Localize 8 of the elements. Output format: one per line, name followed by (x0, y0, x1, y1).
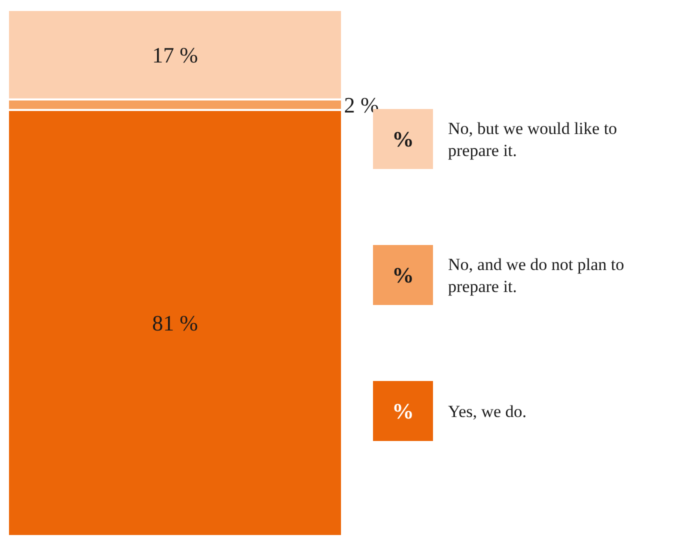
text: % (392, 398, 414, 424)
text: No, and we do not plan to prepare it. (448, 254, 624, 296)
text: No, but we would like to prepare it. (448, 118, 618, 160)
text: % (392, 262, 414, 288)
data-label: 17 % (152, 42, 198, 68)
text: Yes, we do. (448, 402, 527, 421)
text: % (392, 126, 414, 152)
data-label: 81 % (152, 310, 198, 336)
